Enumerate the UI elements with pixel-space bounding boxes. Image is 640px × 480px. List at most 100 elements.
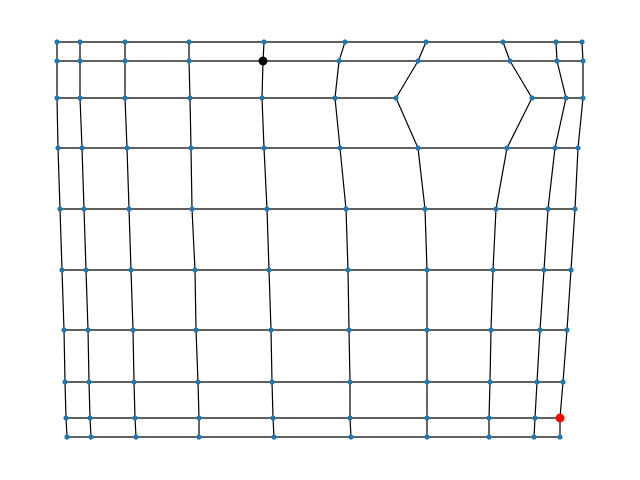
edge [83,208,87,271]
node [187,95,193,101]
edge [190,147,193,210]
node [507,58,513,64]
node [537,327,543,333]
node [86,379,92,385]
node [422,206,428,212]
edge [339,147,347,210]
edge [130,269,134,331]
node [490,267,496,273]
node [266,267,272,273]
node [61,327,67,333]
edge [56,97,59,149]
edge [562,329,568,383]
edge [79,97,83,149]
node [132,415,138,421]
node-highlight-black [258,56,268,66]
edge [87,329,90,383]
node [564,327,570,333]
node [77,95,83,101]
node [133,434,139,440]
edge [61,269,65,331]
edge [268,269,272,331]
node [342,39,348,45]
node [130,327,136,333]
edge [128,208,132,271]
edge [534,381,538,419]
node [500,39,506,45]
node [261,39,267,45]
node [77,58,83,64]
edge [126,147,130,210]
node [554,58,560,64]
node [186,58,192,64]
node [487,379,493,385]
node [424,434,430,440]
edge [189,97,192,149]
edge [261,97,265,149]
edge [509,60,533,99]
edge [417,41,427,62]
edge [424,208,428,271]
node [62,379,68,385]
node [270,415,276,421]
edge [566,269,572,331]
node [332,95,338,101]
edge [577,97,584,149]
node [128,267,134,273]
node [126,206,132,212]
node [423,39,429,45]
node [348,434,354,440]
edge [59,208,63,271]
node [189,206,195,212]
node [563,95,569,101]
node [347,379,353,385]
node [486,415,492,421]
node [54,95,60,101]
node [81,206,87,212]
edge [395,97,419,149]
node [424,267,430,273]
node [553,39,559,45]
node [541,267,547,273]
edge [81,147,85,210]
node [580,58,586,64]
node [531,434,537,440]
edge [349,417,352,438]
edge [195,329,199,383]
edge [124,97,128,149]
node [196,415,202,421]
node [575,145,581,151]
node [83,267,89,273]
node [79,145,85,151]
edge [556,60,567,99]
edge [85,269,89,331]
node [504,145,510,151]
edge [348,329,351,383]
node [532,415,538,421]
node [552,145,558,151]
edge [490,269,494,331]
node [264,206,270,212]
node [88,434,94,440]
node [346,327,352,333]
nodes [54,39,586,440]
edge [64,381,67,419]
node [557,434,563,440]
node [486,434,492,440]
edge [543,208,549,271]
edge [266,208,270,271]
node [572,206,578,212]
node [54,58,60,64]
edge [506,97,533,149]
edge [581,41,584,62]
node [424,415,430,421]
edge [495,147,508,210]
node [579,39,585,45]
edge [555,41,558,62]
edge [539,269,545,331]
node [122,39,128,45]
node [545,206,551,212]
edge [132,329,135,383]
node [131,379,137,385]
